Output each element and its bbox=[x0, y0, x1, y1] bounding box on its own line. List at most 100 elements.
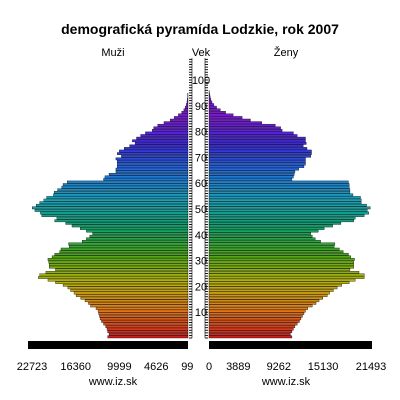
female-bar bbox=[208, 105, 217, 109]
male-bar bbox=[89, 234, 189, 238]
male-bar bbox=[145, 131, 189, 135]
female-bar bbox=[208, 193, 354, 197]
male-bar bbox=[117, 160, 189, 163]
male-bar bbox=[53, 191, 189, 194]
male-bar bbox=[97, 309, 189, 313]
female-bar bbox=[208, 299, 320, 303]
female-bar bbox=[208, 314, 303, 318]
female-bar bbox=[208, 291, 330, 295]
female-bar bbox=[208, 247, 340, 251]
male-bar bbox=[99, 314, 189, 318]
male-bar bbox=[134, 142, 189, 145]
female-bar bbox=[208, 139, 306, 143]
male-bar bbox=[34, 209, 189, 212]
female-bar bbox=[208, 232, 311, 235]
female-bar bbox=[208, 273, 365, 277]
male-bar bbox=[45, 271, 189, 274]
female-bar bbox=[208, 271, 360, 274]
left-label: Muži bbox=[101, 47, 124, 59]
male-bar bbox=[31, 206, 189, 210]
male-bar bbox=[82, 240, 189, 243]
female-bar bbox=[208, 123, 276, 127]
female-bar bbox=[208, 276, 365, 279]
male-bar bbox=[117, 162, 189, 166]
male-bar bbox=[49, 265, 189, 269]
male-bar bbox=[107, 330, 189, 334]
female-bar bbox=[208, 327, 294, 331]
female-bar bbox=[208, 320, 300, 323]
female-bar bbox=[208, 245, 335, 248]
female-bar bbox=[208, 296, 323, 300]
male-bar bbox=[70, 289, 189, 292]
male-bar bbox=[86, 229, 189, 233]
male-bar bbox=[99, 317, 189, 321]
right-tick-label: 15130 bbox=[308, 361, 339, 373]
female-bar bbox=[208, 206, 371, 210]
female-bar bbox=[208, 149, 312, 153]
male-bar bbox=[181, 111, 189, 114]
male-bar bbox=[140, 134, 189, 137]
female-bar bbox=[208, 154, 311, 158]
female-bar bbox=[208, 136, 306, 140]
male-bar bbox=[115, 167, 189, 171]
female-bar bbox=[208, 188, 351, 192]
female-bar bbox=[208, 268, 351, 272]
right-label: Ženy bbox=[274, 46, 299, 59]
male-bar bbox=[104, 175, 189, 179]
female-bar bbox=[208, 111, 226, 114]
male-bar bbox=[121, 154, 189, 158]
female-bar bbox=[208, 129, 283, 132]
female-bar bbox=[208, 98, 212, 101]
left-tick-label: 9999 bbox=[107, 361, 131, 373]
female-bar bbox=[208, 260, 354, 264]
female-bar bbox=[208, 178, 293, 181]
female-bar bbox=[208, 240, 321, 243]
male-bar bbox=[43, 198, 189, 202]
female-bar bbox=[208, 281, 350, 284]
female-bar bbox=[208, 294, 328, 297]
female-bar bbox=[208, 131, 294, 135]
female-bar bbox=[208, 185, 350, 189]
female-bar bbox=[208, 312, 305, 315]
female-bar bbox=[208, 113, 234, 117]
left-tick-label: 22723 bbox=[17, 361, 48, 373]
female-bar bbox=[208, 317, 302, 321]
source-right: www.iz.sk bbox=[261, 376, 311, 388]
male-bar bbox=[38, 276, 189, 279]
male-bar bbox=[66, 180, 189, 184]
age-axis: 10 20 30 40 50 60 70 80 90 100 bbox=[189, 58, 210, 339]
female-bar bbox=[208, 93, 210, 96]
age-tick-label: 50 bbox=[195, 204, 207, 216]
male-bar bbox=[73, 291, 189, 295]
male-bar bbox=[71, 224, 189, 228]
female-bar bbox=[208, 224, 333, 228]
female-bar bbox=[208, 214, 365, 217]
female-bar bbox=[208, 263, 354, 266]
center-label: Vek bbox=[192, 47, 211, 59]
male-bar bbox=[39, 273, 189, 277]
male-bar bbox=[103, 322, 189, 326]
source-left: www.iz.sk bbox=[88, 376, 138, 388]
female-bar bbox=[208, 222, 342, 225]
bottom-scale bbox=[28, 341, 372, 349]
female-bar bbox=[208, 219, 354, 223]
male-scale-bar bbox=[28, 341, 188, 349]
male-bars bbox=[31, 93, 189, 339]
male-bar bbox=[101, 320, 189, 323]
female-bar bbox=[208, 144, 304, 148]
female-bar bbox=[208, 309, 306, 313]
male-bar bbox=[39, 201, 189, 205]
female-bar bbox=[208, 108, 221, 112]
right-tick-label: 0 bbox=[206, 361, 212, 373]
male-bar bbox=[186, 100, 189, 104]
female-bar bbox=[208, 286, 338, 290]
female-bars bbox=[208, 90, 371, 339]
female-bar bbox=[208, 242, 336, 246]
female-bar bbox=[208, 167, 299, 171]
male-bar bbox=[55, 268, 189, 272]
male-bar bbox=[49, 263, 189, 266]
female-bar bbox=[208, 304, 313, 308]
female-bar bbox=[208, 227, 325, 230]
